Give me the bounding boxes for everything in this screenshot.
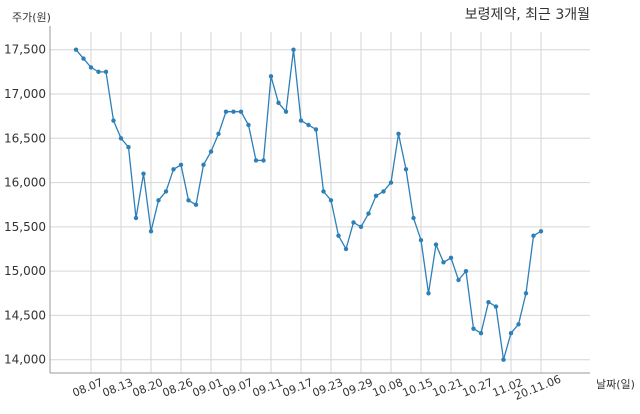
data-point: [448, 255, 454, 261]
y-tick-label: 14,000: [4, 353, 46, 367]
data-point: [418, 237, 424, 243]
data-point: [366, 211, 371, 216]
y-axis-ticks: 14,000 14,500 15,000 15,500 16,000 16,500 17,0…: [4, 43, 46, 367]
data-point: [403, 167, 409, 172]
data-point: [531, 233, 536, 238]
y-tick-label: 15,500: [4, 220, 46, 234]
data-point: [126, 144, 131, 150]
data-point: [253, 158, 259, 163]
data-point: [381, 189, 386, 194]
x-tick-label: 09.01: [191, 376, 225, 400]
y-tick-label: 14,500: [4, 308, 46, 322]
data-point: [261, 158, 266, 163]
axes: [49, 26, 590, 374]
x-tick-label: 09.17: [281, 376, 315, 400]
price-series: [73, 47, 544, 362]
data-point: [216, 131, 221, 137]
x-tick-label: 09.23: [311, 376, 345, 400]
data-point: [231, 109, 236, 114]
data-point: [171, 167, 176, 172]
data-point: [523, 291, 529, 296]
data-point: [373, 193, 379, 199]
y-tick-label: 15,000: [4, 264, 46, 278]
x-axis-ticks: 08.0708.1308.2008.2609.0109.0709.1109.17…: [71, 373, 563, 403]
data-point: [538, 229, 544, 234]
data-point: [516, 322, 521, 327]
data-point: [193, 202, 199, 207]
y-tick-label: 16,500: [4, 131, 46, 145]
data-point: [268, 74, 274, 79]
data-point: [291, 47, 296, 52]
data-point: [313, 127, 319, 132]
x-axis-label: 날짜(일): [596, 377, 635, 391]
data-point: [186, 198, 191, 203]
data-point: [456, 277, 461, 283]
data-point: [223, 109, 229, 114]
data-point: [486, 299, 491, 305]
data-point: [358, 224, 364, 230]
y-axis-label: 주가(원): [12, 11, 51, 24]
x-tick-label: 10.27: [461, 376, 495, 400]
data-point: [246, 122, 251, 128]
data-point: [283, 109, 289, 114]
data-point: [478, 330, 484, 336]
chart-title: 보령제약, 최근 3개월: [465, 7, 590, 23]
data-point: [208, 149, 214, 154]
data-point: [103, 69, 109, 75]
x-tick-label: 09.29: [341, 376, 375, 400]
y-tick-label: 16,000: [4, 176, 46, 190]
data-point: [201, 162, 206, 168]
x-tick-label: 08.20: [131, 376, 165, 400]
data-point: [471, 326, 476, 331]
data-point: [163, 189, 169, 194]
data-point: [351, 220, 356, 225]
data-point: [493, 304, 499, 309]
data-point: [306, 122, 311, 128]
data-point: [88, 65, 94, 70]
data-point: [178, 162, 184, 168]
x-tick-label: 10.15: [401, 376, 435, 400]
x-tick-label: 10.08: [371, 376, 405, 400]
data-point: [388, 180, 394, 185]
grid-lines: [50, 32, 590, 373]
data-point: [133, 215, 139, 221]
data-point: [148, 229, 154, 234]
data-point: [411, 215, 416, 221]
x-tick-label: 08.13: [101, 376, 135, 400]
data-point: [396, 131, 401, 137]
data-point: [111, 118, 116, 123]
data-point: [501, 357, 506, 362]
price-line: [75, 49, 542, 360]
x-tick-label: 09.07: [221, 376, 255, 400]
y-tick-label: 17,500: [4, 43, 46, 57]
x-tick-label: 08.26: [161, 376, 195, 400]
data-point: [81, 56, 86, 61]
data-point: [426, 291, 431, 296]
x-tick-label: 10.21: [431, 376, 465, 400]
y-tick-label: 17,000: [4, 87, 46, 101]
data-point: [118, 136, 124, 141]
data-point: [276, 100, 281, 106]
data-point: [96, 69, 101, 75]
x-tick-label: 08.07: [71, 376, 105, 400]
data-point: [343, 246, 349, 252]
data-point: [328, 198, 334, 203]
data-point: [508, 330, 514, 336]
data-point: [238, 109, 244, 114]
data-point: [433, 242, 439, 247]
data-point: [73, 47, 79, 52]
data-point: [321, 189, 326, 194]
x-tick-label: 09.11: [251, 376, 285, 400]
data-point: [463, 268, 469, 274]
data-point: [156, 198, 161, 203]
data-point: [141, 171, 146, 176]
data-point: [298, 118, 304, 123]
data-point: [336, 233, 341, 238]
data-point: [441, 260, 446, 265]
